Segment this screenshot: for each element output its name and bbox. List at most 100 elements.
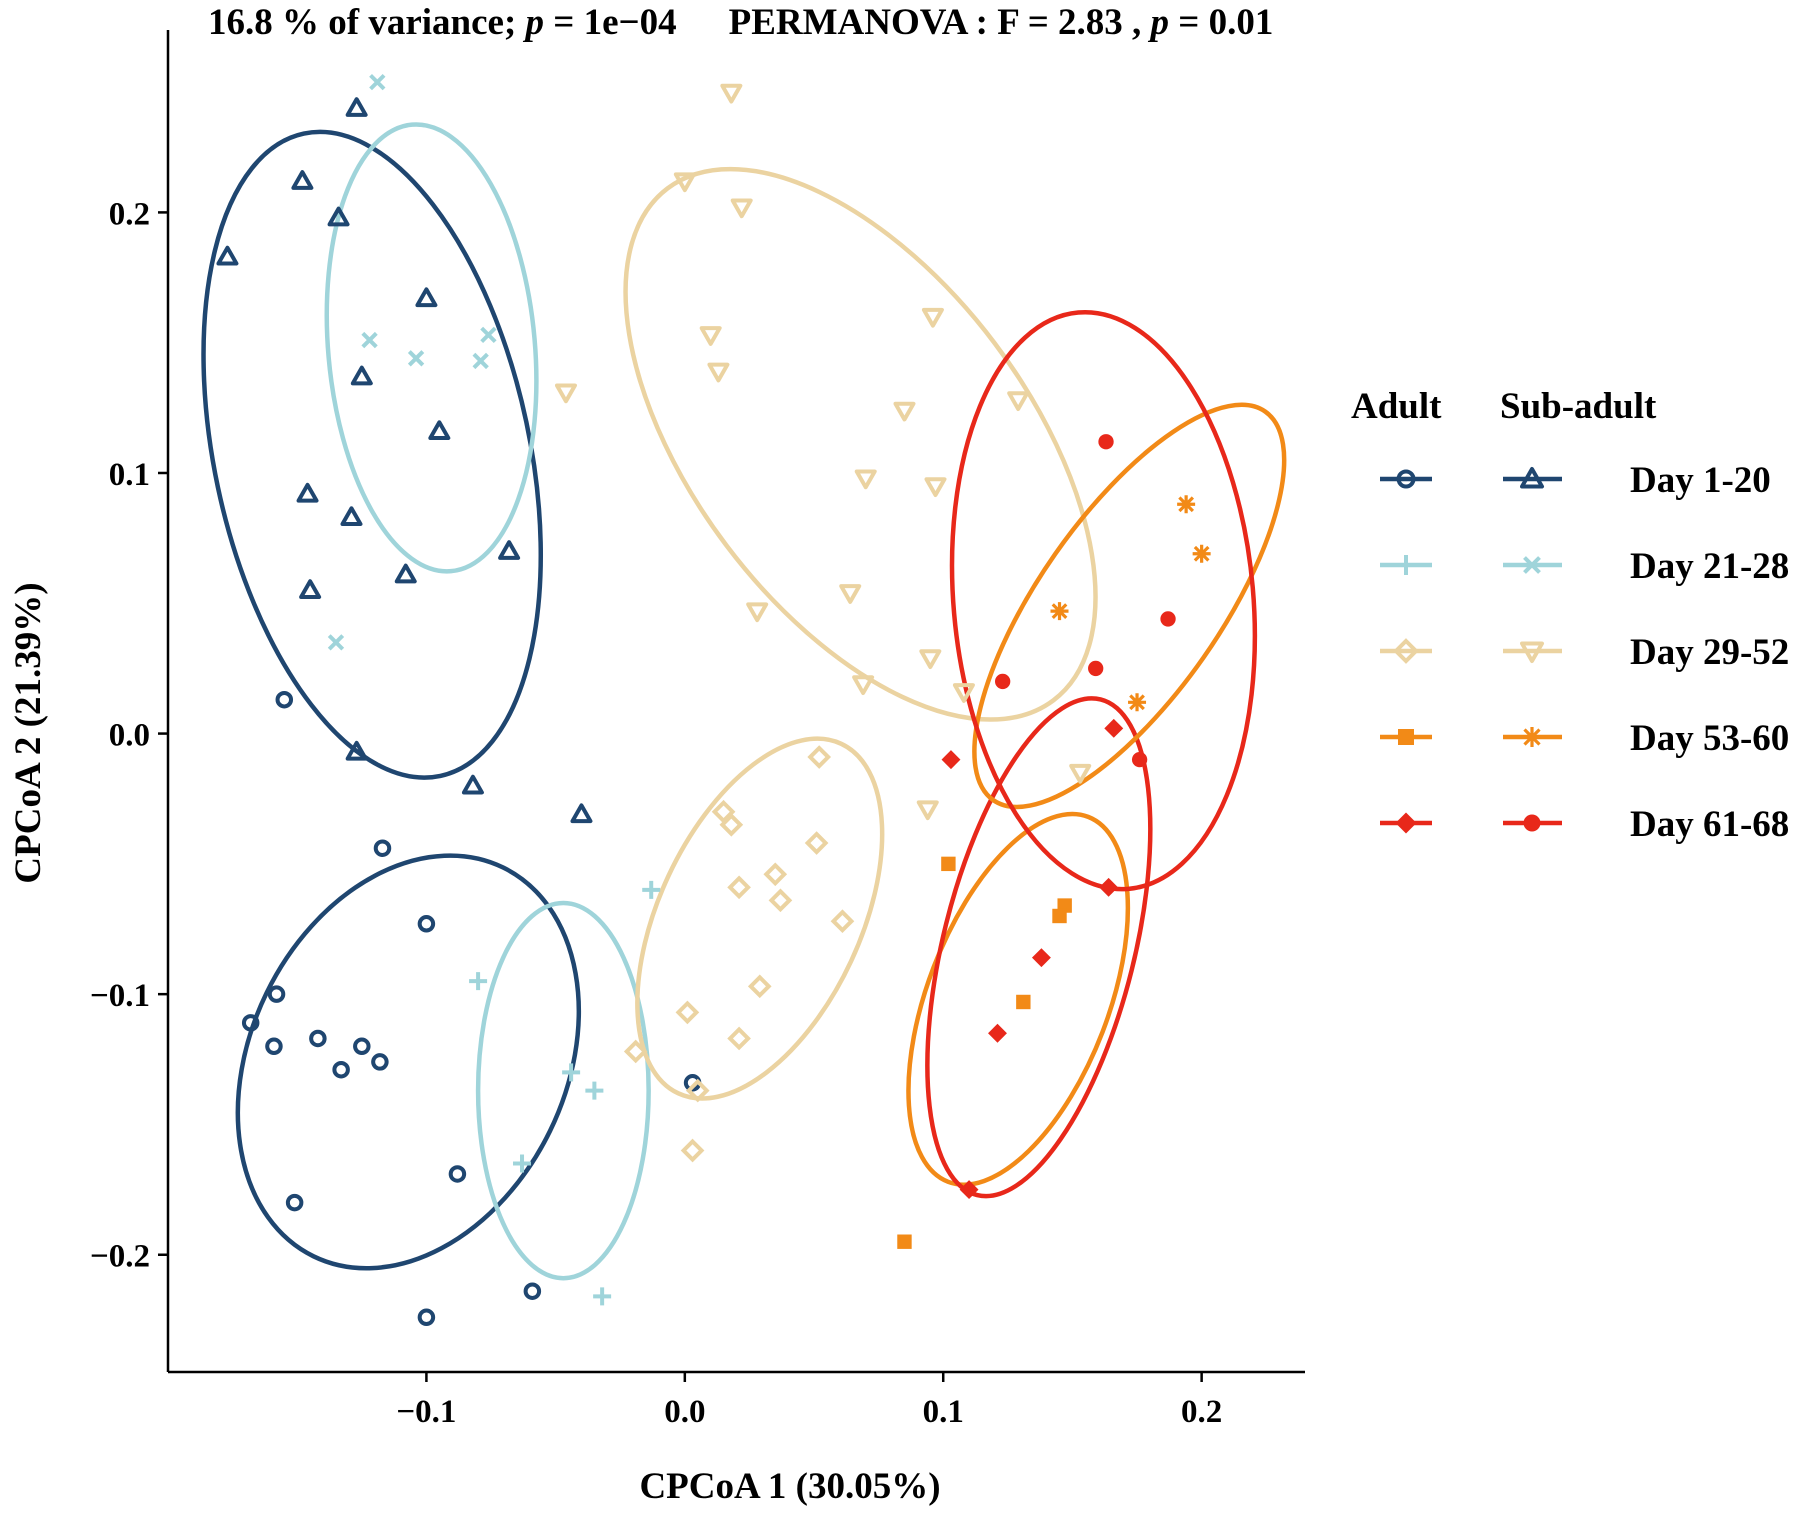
- confidence-ellipse: [201, 129, 544, 780]
- data-point: [852, 675, 875, 696]
- data-point: [417, 1308, 436, 1327]
- data-points: [216, 73, 1211, 1327]
- legend-key-adult: [1396, 555, 1416, 575]
- legend: Adult Sub-adult Day 1-20 Day 21-28 Day 29-52…: [1351, 386, 1789, 845]
- confidence-ellipse: [906, 811, 1131, 1187]
- data-point: [513, 1154, 532, 1173]
- data-point: [1007, 391, 1030, 412]
- data-point: [854, 469, 877, 490]
- data-point: [267, 985, 286, 1003]
- legend-key-subadult: [1520, 641, 1544, 663]
- data-point: [216, 245, 239, 266]
- data-point: [727, 1026, 751, 1051]
- confidence-ellipses: [201, 122, 1287, 1281]
- y-tick-label: −0.1: [90, 978, 150, 1014]
- legend-key-subadult: [1523, 556, 1541, 574]
- data-point: [916, 800, 939, 821]
- data-point: [345, 740, 368, 761]
- y-tick-label: 0.1: [109, 457, 150, 493]
- data-point: [371, 1053, 389, 1071]
- data-point: [332, 1060, 350, 1079]
- data-point: [720, 83, 743, 104]
- data-point: [345, 97, 368, 117]
- data-point: [699, 326, 722, 346]
- data-point: [1069, 763, 1092, 784]
- data-point: [361, 331, 378, 349]
- x-tick-label: 0.0: [664, 1394, 705, 1430]
- data-point: [1050, 602, 1069, 621]
- data-point: [498, 540, 521, 560]
- data-point: [719, 812, 744, 837]
- data-point: [707, 362, 730, 383]
- legend-label: Day 53-60: [1630, 718, 1789, 759]
- data-point: [959, 1180, 979, 1200]
- confidence-ellipse: [925, 696, 1153, 1199]
- data-point: [562, 1063, 581, 1082]
- data-point: [893, 401, 916, 422]
- data-point: [1052, 908, 1067, 924]
- data-point: [1016, 994, 1031, 1010]
- data-point: [746, 602, 769, 623]
- confidence-ellipse: [972, 402, 1287, 810]
- data-point: [275, 690, 294, 709]
- legend-key-subadult: [1522, 727, 1542, 747]
- data-point: [593, 1287, 612, 1306]
- data-point: [1099, 877, 1119, 897]
- data-point: [763, 862, 788, 887]
- axes: −0.1 0.0 0.1 0.2 −0.2 −0.1 0.0 0.1 0.2: [90, 30, 1305, 1430]
- data-point: [1177, 495, 1196, 514]
- y-axis-label: CPCoA 2 (21.39%): [8, 582, 49, 883]
- y-tick-label: −0.2: [90, 1239, 150, 1275]
- data-point: [642, 880, 661, 899]
- data-point: [1098, 434, 1114, 450]
- data-point: [415, 287, 438, 308]
- data-point: [554, 383, 577, 404]
- data-point: [804, 831, 829, 855]
- data-point: [952, 683, 975, 703]
- legend-key-subadult: [1520, 467, 1544, 489]
- confidence-ellipse: [235, 853, 582, 1271]
- chart-title-part: = 0.01: [1169, 2, 1273, 43]
- data-point: [1128, 693, 1147, 712]
- data-point: [995, 673, 1011, 690]
- chart-title-part: PERMANOVA : F = 2.83 ,: [729, 2, 1151, 43]
- chart-title-part: = 1e−04: [544, 2, 677, 43]
- data-point: [727, 875, 751, 900]
- data-point: [369, 73, 386, 91]
- data-point: [768, 888, 793, 913]
- x-axis-label: CPCoA 1 (30.05%): [639, 1466, 940, 1507]
- legend-key-subadult: [1523, 814, 1541, 832]
- data-point: [472, 352, 489, 370]
- confidence-ellipse: [949, 309, 1258, 892]
- data-point: [285, 1193, 304, 1212]
- legend-label: Day 1-20: [1630, 460, 1771, 501]
- legend-label: Day 21-28: [1630, 546, 1789, 587]
- chart-title-part: 16.8 % of variance;: [208, 2, 526, 43]
- confidence-ellipse: [324, 122, 539, 574]
- data-point: [340, 506, 363, 527]
- data-point: [807, 745, 832, 769]
- data-point: [480, 326, 497, 344]
- data-point: [570, 803, 593, 824]
- data-point: [839, 584, 862, 604]
- data-point: [428, 420, 451, 441]
- data-point: [309, 1029, 327, 1048]
- data-point: [1104, 718, 1124, 738]
- data-point: [394, 563, 417, 584]
- legend-key-adult: [1396, 469, 1416, 489]
- data-point: [327, 634, 345, 651]
- chart-title-text: 16.8 % of variance; p = 1e−04 PERMANOVA :…: [208, 2, 1273, 43]
- data-point: [685, 1078, 710, 1103]
- data-point: [1192, 544, 1211, 563]
- data-point: [1160, 611, 1176, 627]
- chart-title: 16.8 % of variance; p = 1e−04 PERMANOVA :…: [208, 2, 1273, 43]
- data-point: [675, 1000, 700, 1025]
- data-point: [921, 307, 944, 328]
- data-point: [373, 839, 392, 857]
- data-point: [919, 649, 942, 670]
- data-point: [897, 1234, 912, 1249]
- legend-header-subadult: Sub-adult: [1500, 386, 1657, 427]
- data-point: [830, 909, 855, 934]
- legend-label: Day 61-68: [1630, 804, 1789, 845]
